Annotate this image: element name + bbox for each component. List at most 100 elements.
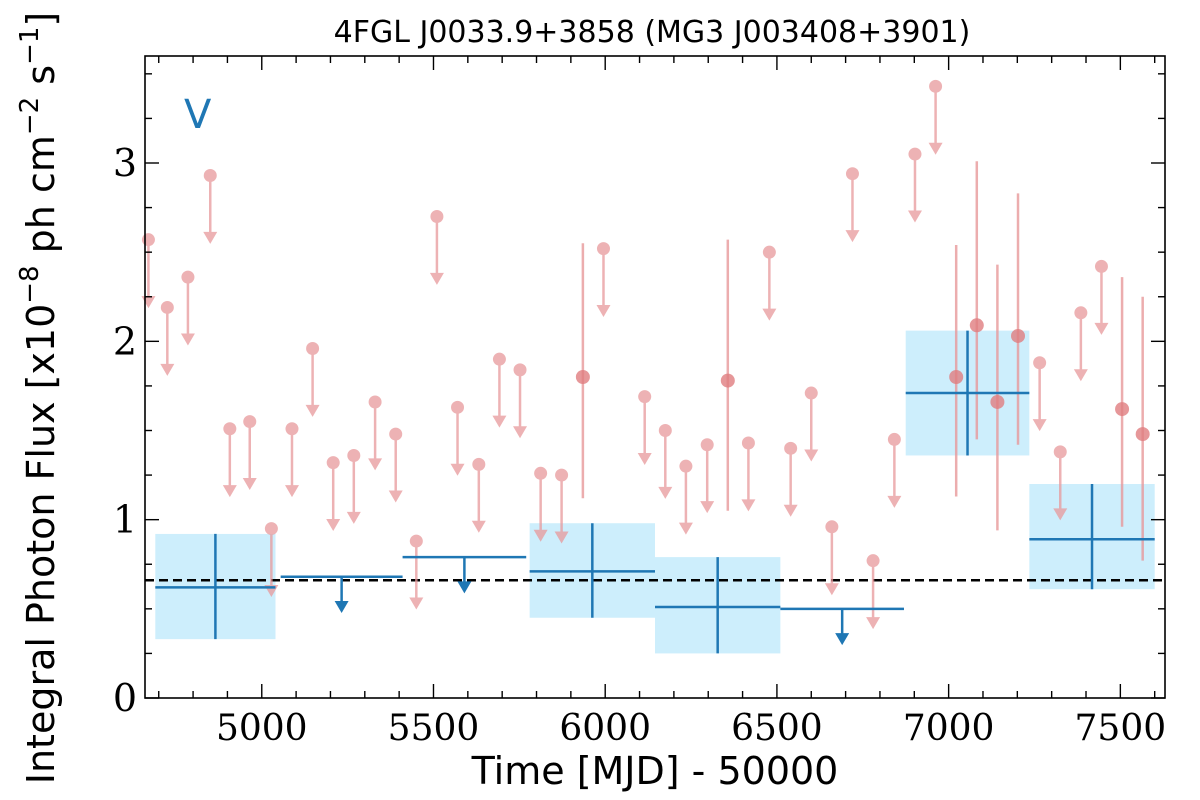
short-bin-ul-point-35 xyxy=(929,79,943,93)
long-bin-ul-arrow-1 xyxy=(457,581,472,594)
short-bin-ul-arrow-11 xyxy=(368,458,383,471)
short-bin-ul-arrow-13 xyxy=(409,597,424,610)
short-bin-ul-point-21 xyxy=(596,242,610,256)
short-bin-upper-limit-27 xyxy=(762,245,777,321)
long-bin-upper-limit-2 xyxy=(780,607,904,646)
short-bin-ul-point-36 xyxy=(1033,356,1047,370)
short-bin-upper-limit-9 xyxy=(326,456,341,532)
long-bin-upper-limit-0 xyxy=(280,575,403,614)
short-bin-ul-arrow-19 xyxy=(533,529,548,542)
short-bin-ul-point-0 xyxy=(141,233,155,247)
short-bin-upper-limit-16 xyxy=(471,457,486,533)
short-bin-ul-arrow-21 xyxy=(596,305,611,318)
short-bin-upper-limit-34 xyxy=(907,147,922,223)
plot-area xyxy=(141,79,1165,654)
short-bin-ul-arrow-28 xyxy=(783,504,798,517)
annotation-v: V xyxy=(184,92,212,138)
short-bin-upper-limit-15 xyxy=(450,400,465,476)
x-tick-label-1: 5500 xyxy=(388,708,480,749)
short-bin-ul-arrow-17 xyxy=(492,415,507,428)
short-bin-detection-5 xyxy=(1011,193,1026,445)
y-tick-label-2: 2 xyxy=(113,319,137,363)
short-bin-upper-limit-28 xyxy=(783,441,798,517)
short-bin-upper-limit-5 xyxy=(242,415,257,490)
x-tick-label-3: 6500 xyxy=(731,708,823,749)
short-bin-ul-arrow-27 xyxy=(762,308,777,321)
long-bin-detection-0 xyxy=(155,533,276,640)
short-bin-ul-point-3 xyxy=(203,168,217,182)
long-bin-detection-2 xyxy=(655,557,781,654)
x-axis-label: Time [MJD] - 50000 xyxy=(471,749,839,793)
short-bin-ul-point-29 xyxy=(804,386,818,400)
short-bin-ul-arrow-31 xyxy=(845,230,860,243)
short-bin-ul-point-25 xyxy=(700,438,714,452)
short-bin-detection-4 xyxy=(990,264,1005,531)
short-bin-ul-point-32 xyxy=(866,554,880,568)
short-bin-ul-point-15 xyxy=(451,400,465,414)
short-bin-point-3 xyxy=(969,318,984,333)
short-bin-ul-point-23 xyxy=(658,424,672,437)
short-bin-upper-limit-25 xyxy=(700,438,715,514)
short-bin-ul-point-28 xyxy=(784,441,798,455)
plot-frame xyxy=(144,55,1166,699)
short-bin-ul-point-2 xyxy=(181,270,195,284)
short-bin-ul-point-11 xyxy=(368,395,382,409)
short-bin-upper-limit-21 xyxy=(596,242,611,318)
short-bin-ul-arrow-36 xyxy=(1032,419,1047,432)
short-bin-ul-arrow-1 xyxy=(160,363,175,376)
short-bin-ul-arrow-37 xyxy=(1053,508,1068,521)
short-bin-upper-limit-19 xyxy=(533,466,548,542)
short-bin-upper-limit-24 xyxy=(678,459,693,535)
short-bin-upper-limit-3 xyxy=(203,168,218,244)
short-bin-ul-arrow-5 xyxy=(242,478,257,490)
short-bin-upper-limit-36 xyxy=(1032,356,1047,432)
short-bin-detection-7 xyxy=(1135,296,1150,561)
short-bin-upper-limit-8 xyxy=(305,341,320,417)
short-bin-upper-limit-7 xyxy=(284,422,299,498)
short-bin-ul-point-14 xyxy=(430,210,444,223)
short-bin-upper-limit-38 xyxy=(1073,306,1088,382)
short-bin-upper-limit-4 xyxy=(222,422,237,498)
short-bin-ul-arrow-39 xyxy=(1094,322,1109,335)
short-bin-upper-limit-23 xyxy=(658,424,673,499)
short-bin-ul-arrow-33 xyxy=(887,495,902,508)
short-bin-detection-6 xyxy=(1115,277,1130,527)
short-bin-ul-arrow-12 xyxy=(388,490,403,503)
short-bin-ul-arrow-23 xyxy=(658,486,673,499)
short-bin-upper-limit-13 xyxy=(409,534,424,610)
short-bin-point-6 xyxy=(1115,402,1130,417)
short-bin-ul-point-1 xyxy=(160,300,174,314)
short-bin-upper-limit-32 xyxy=(866,554,881,630)
short-bin-ul-point-12 xyxy=(389,427,403,441)
short-bin-detection-0 xyxy=(575,243,590,499)
short-bin-ul-point-22 xyxy=(638,390,652,404)
short-bin-ul-point-20 xyxy=(555,468,569,482)
y-tick-label-3: 3 xyxy=(113,141,137,185)
short-bin-ul-point-4 xyxy=(223,422,237,436)
short-bin-ul-arrow-38 xyxy=(1073,369,1088,382)
short-bin-ul-point-9 xyxy=(326,456,340,470)
short-bin-ul-arrow-29 xyxy=(804,449,819,462)
short-bin-upper-limit-31 xyxy=(845,167,860,243)
short-bin-ul-point-10 xyxy=(347,448,361,462)
long-bin-ul-arrow-2 xyxy=(835,633,850,646)
short-bin-ul-point-5 xyxy=(243,415,257,429)
short-bin-ul-arrow-8 xyxy=(305,404,320,417)
short-bin-ul-arrow-35 xyxy=(928,142,943,155)
short-bin-ul-arrow-15 xyxy=(450,463,465,476)
short-bin-upper-limit-35 xyxy=(928,79,943,155)
short-bin-ul-point-33 xyxy=(887,432,901,446)
short-bin-ul-arrow-14 xyxy=(429,272,444,285)
short-bin-detection-2 xyxy=(949,245,964,497)
x-tick-label-4: 7000 xyxy=(903,708,995,749)
short-bin-ul-arrow-32 xyxy=(866,617,881,630)
short-bin-upper-limit-20 xyxy=(554,468,569,544)
y-tick-label-1: 1 xyxy=(113,498,137,542)
short-bin-point-2 xyxy=(949,370,964,384)
short-bin-upper-limit-12 xyxy=(388,427,403,503)
short-bin-upper-limit-10 xyxy=(346,448,361,524)
short-bin-ul-point-18 xyxy=(513,363,527,377)
short-bin-upper-limit-22 xyxy=(637,390,652,466)
short-bin-ul-point-17 xyxy=(492,352,506,366)
y-tick-label-0: 0 xyxy=(113,676,137,720)
